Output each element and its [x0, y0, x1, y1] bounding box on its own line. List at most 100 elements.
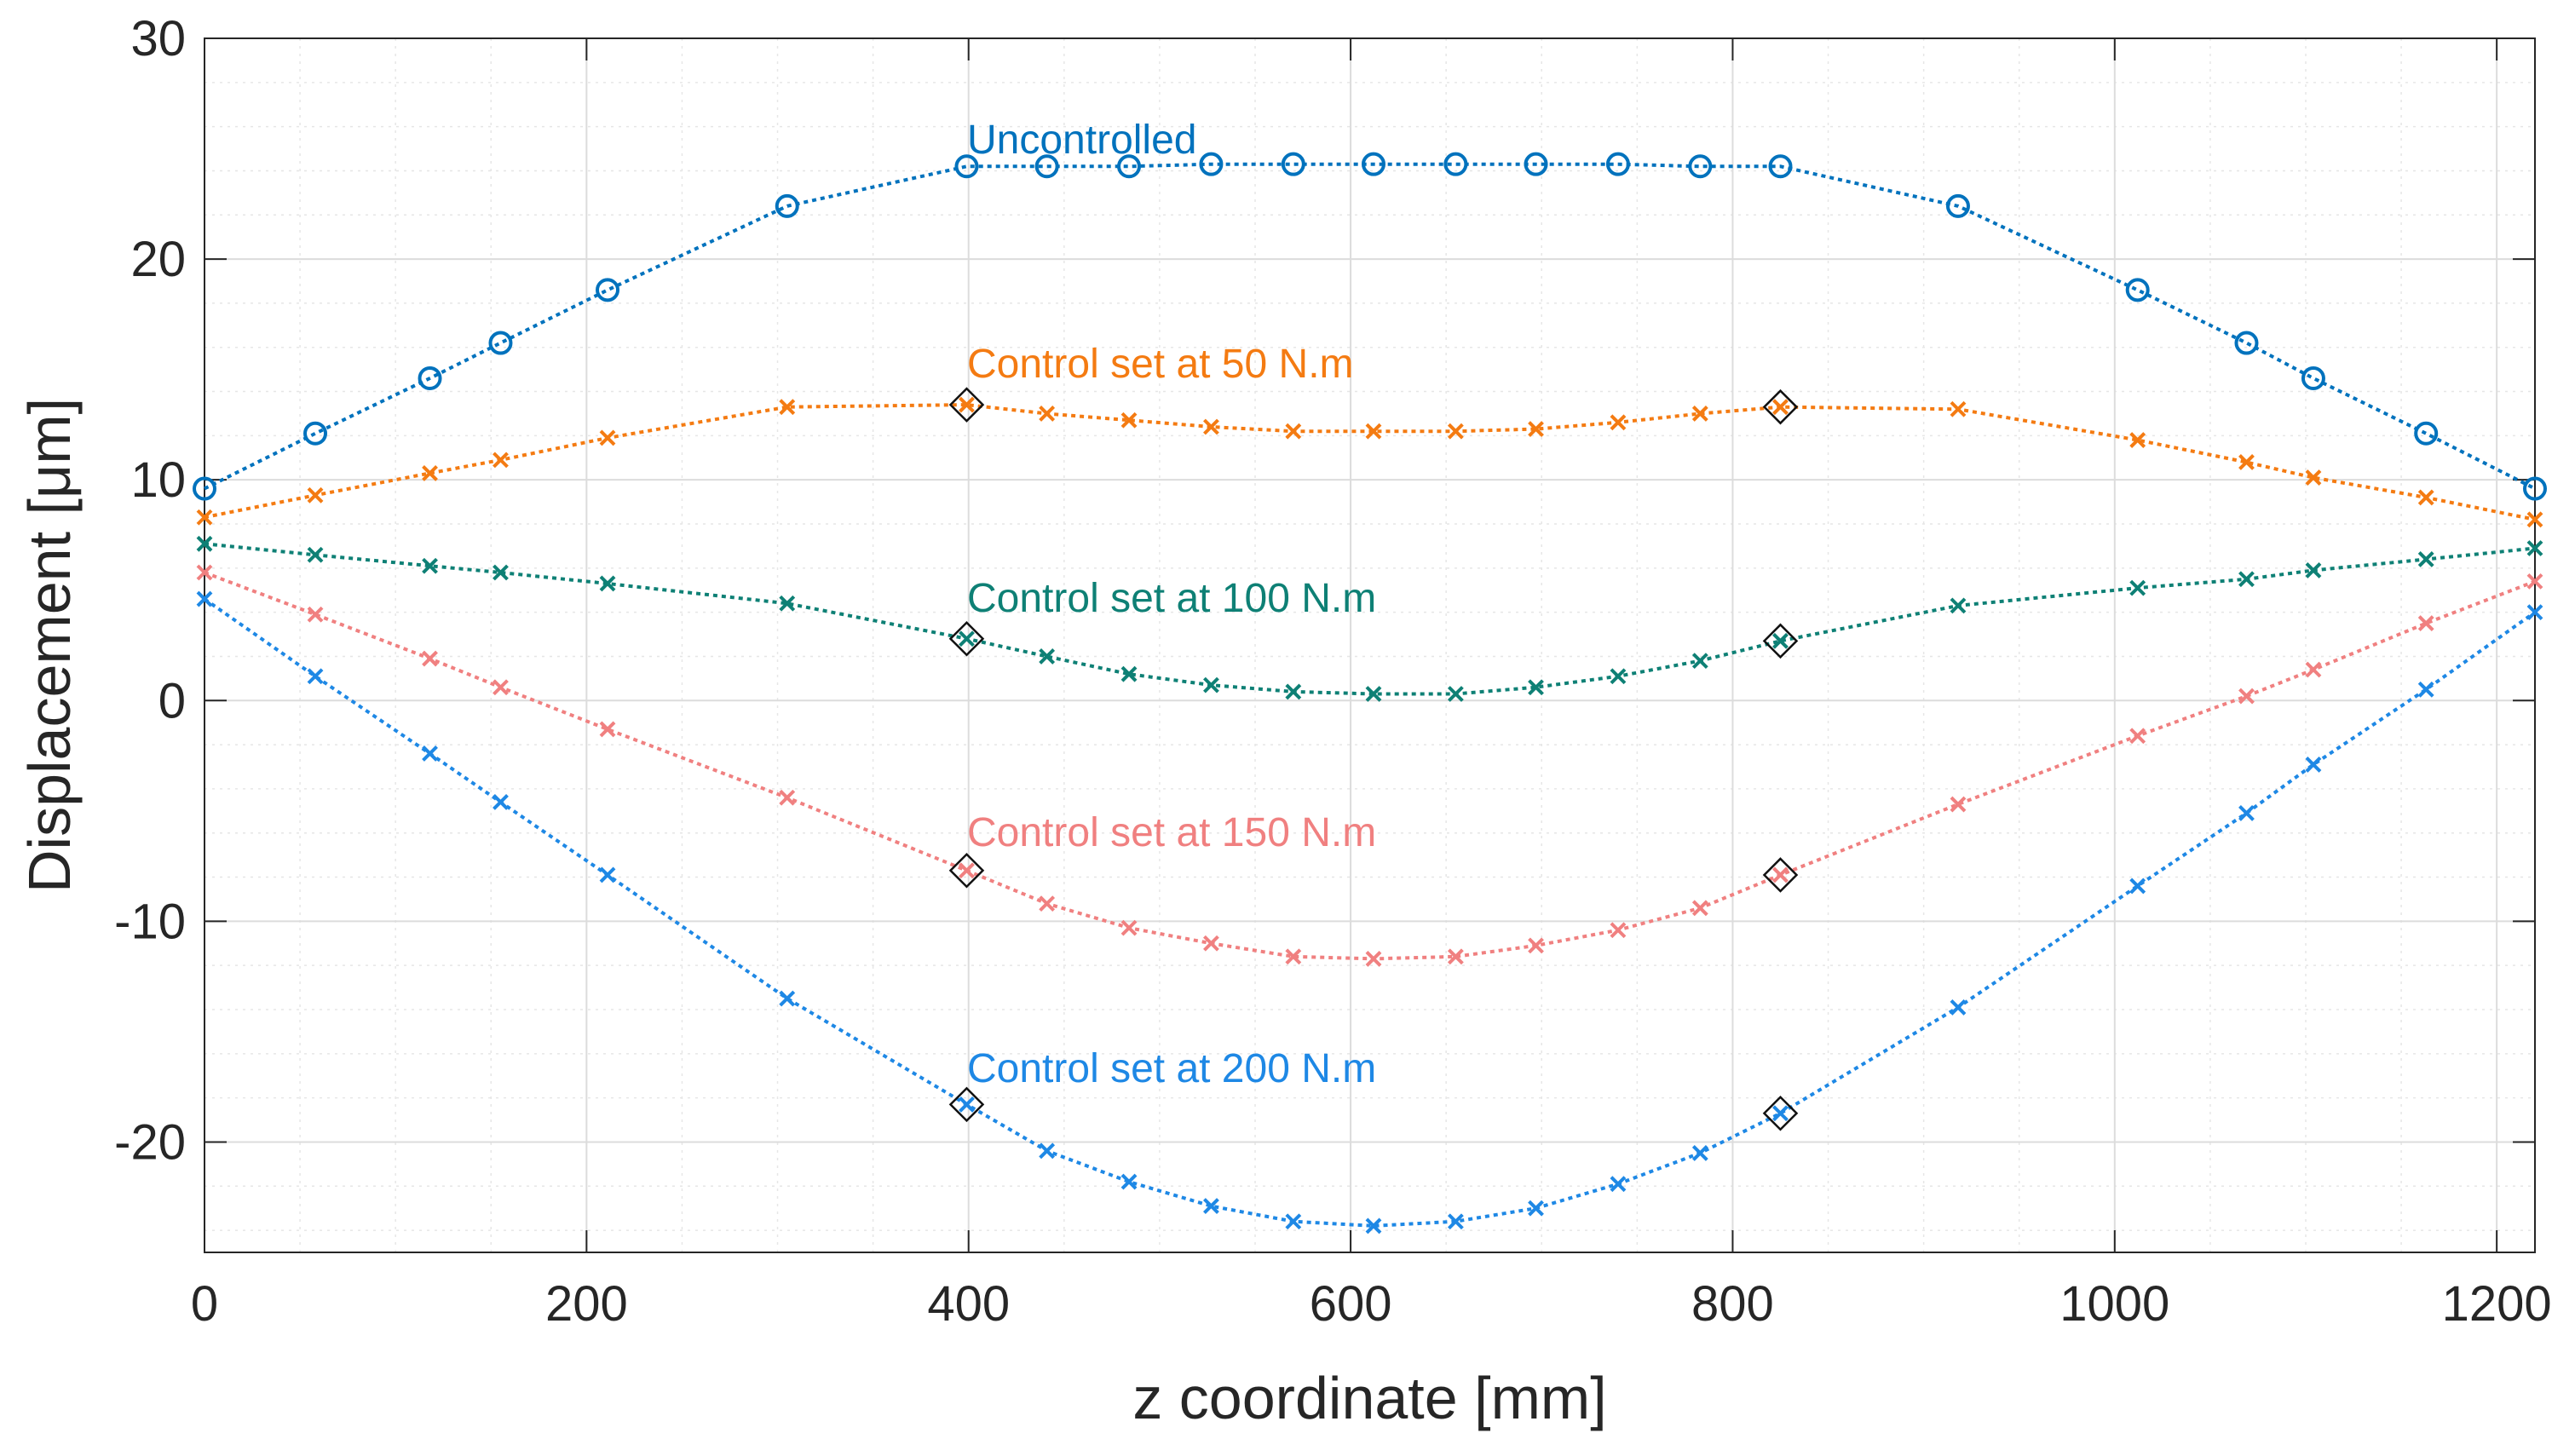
data-point [2523, 476, 2547, 501]
data-point [2129, 579, 2146, 596]
data-point [779, 399, 796, 416]
data-point [959, 396, 975, 413]
y-tick-label: 10 [130, 452, 186, 508]
data-point [2129, 878, 2146, 895]
x-tick-label: 800 [1691, 1276, 1774, 1332]
data-point [599, 866, 616, 883]
series-label-control-set-at-50-n-m: Control set at 50 N.m [967, 342, 1354, 387]
series-uncontrolled [193, 152, 2547, 501]
data-point [1950, 597, 1967, 614]
data-point [596, 278, 620, 302]
data-point [2526, 540, 2543, 556]
series-control-set-at-200-n-m [196, 590, 2543, 1234]
data-point [488, 331, 513, 355]
data-point [2414, 421, 2439, 446]
data-point [1691, 406, 1708, 422]
series-label-control-set-at-150-n-m: Control set at 150 N.m [967, 810, 1376, 855]
x-tick-label: 1000 [2059, 1276, 2169, 1332]
sensor-diamond-marker [1762, 857, 1799, 893]
data-point [1772, 866, 1789, 883]
data-point [193, 476, 216, 501]
y-tick-labels: -20 -10 0 10 20 30 [114, 11, 186, 1170]
data-point [2526, 573, 2543, 590]
sensor-diamond-marker [948, 1086, 985, 1123]
data-point [493, 564, 509, 581]
x-tick-label: 0 [191, 1276, 218, 1332]
data-point [2417, 551, 2434, 567]
series-line [204, 571, 2536, 961]
data-point [1610, 668, 1627, 685]
data-point [196, 535, 213, 552]
data-point [2301, 366, 2325, 390]
data-point [1610, 414, 1627, 431]
series-control-set-at-100-n-m [196, 535, 2543, 702]
data-point [1691, 900, 1708, 917]
data-point [307, 486, 324, 504]
data-point [418, 366, 442, 390]
data-point [1447, 948, 1464, 965]
data-point [2417, 489, 2434, 506]
data-point [2238, 454, 2255, 470]
data-point [1691, 1144, 1708, 1161]
data-point [2305, 469, 2322, 486]
sensor-diamond-marker [1762, 388, 1799, 425]
data-point [2129, 432, 2146, 448]
data-point [599, 575, 616, 592]
data-point [1365, 1217, 1382, 1234]
data-point [1528, 421, 1544, 438]
series-labels: Uncontrolled Control set at 50 N.m Control… [967, 118, 1376, 1091]
data-point [307, 546, 324, 563]
series-line [204, 403, 2536, 521]
data-point [1365, 686, 1382, 702]
data-point [1610, 922, 1627, 939]
data-point [1039, 406, 1056, 422]
data-point [2417, 615, 2434, 632]
data-point [1768, 154, 1793, 179]
plot-area [204, 37, 2536, 1253]
data-point [1772, 399, 1789, 416]
data-point [422, 557, 438, 574]
data-point [2234, 331, 2259, 355]
data-point [775, 193, 799, 218]
data-point [1950, 998, 1967, 1016]
data-point [1199, 152, 1224, 176]
data-point [1120, 1173, 1138, 1190]
data-point [2129, 728, 2146, 745]
data-point [422, 650, 438, 667]
data-point [599, 429, 616, 446]
data-point [1203, 418, 1219, 435]
data-point [2526, 511, 2543, 528]
series-line [204, 162, 2536, 491]
data-point [1039, 1142, 1056, 1160]
data-point [2417, 681, 2434, 698]
series-label-control-set-at-200-n-m: Control set at 200 N.m [967, 1046, 1376, 1091]
data-point [1361, 152, 1385, 176]
data-point [1039, 895, 1056, 912]
data-point [1772, 632, 1789, 649]
data-point [2305, 661, 2322, 678]
x-tick-labels: 0 200 400 600 800 1000 1200 [191, 1276, 2552, 1332]
data-point [959, 630, 975, 647]
data-point [196, 509, 213, 526]
data-point [303, 421, 328, 446]
x-tick-label: 1200 [2442, 1276, 2552, 1332]
x-tick-label: 400 [927, 1276, 1010, 1332]
data-point [1120, 411, 1138, 429]
data-point [1039, 648, 1056, 665]
series-label-control-set-at-100-n-m: Control set at 100 N.m [967, 576, 1376, 621]
data-point [1528, 937, 1544, 954]
data-point [959, 1096, 975, 1113]
data-point [1203, 1198, 1219, 1215]
data-point [1688, 154, 1713, 179]
minor-grid [205, 38, 2535, 1252]
sensor-diamond-marker [1762, 1096, 1799, 1131]
data-point [1285, 683, 1302, 700]
data-point [779, 595, 796, 612]
data-point [1117, 154, 1142, 179]
data-point [779, 990, 796, 1007]
data-point [959, 862, 975, 879]
series-layer [193, 152, 2547, 1234]
data-point [2305, 561, 2322, 578]
x-tick-label: 600 [1310, 1276, 1392, 1332]
